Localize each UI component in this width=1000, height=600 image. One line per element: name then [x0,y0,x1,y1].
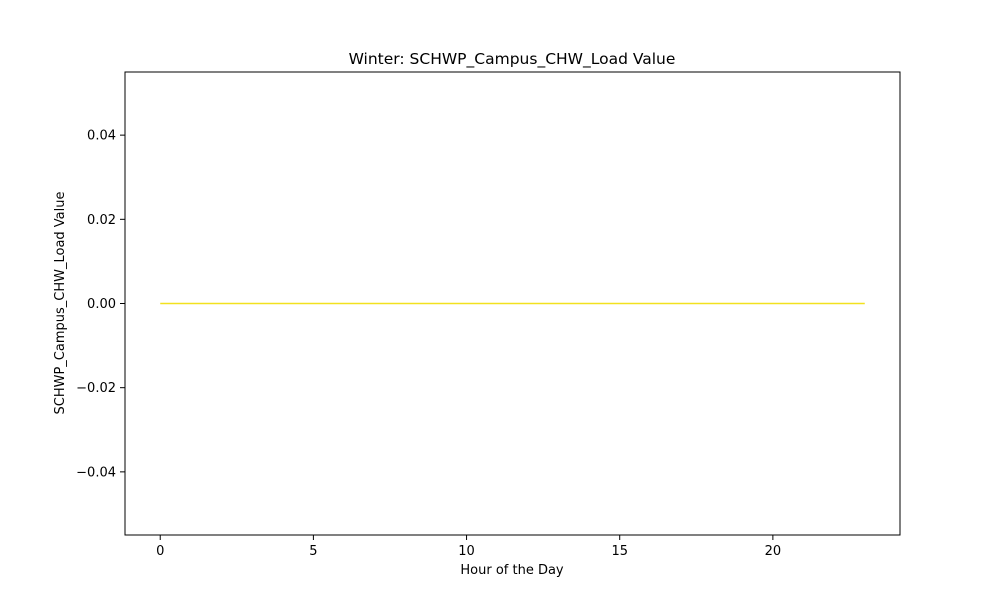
x-tick-label: 5 [309,544,317,559]
y-tick-label: 0.02 [87,213,116,228]
y-tick-label: −0.04 [76,465,116,480]
plot-frame [124,71,901,536]
y-axis-ticks: −0.04 −0.02 0.00 0.02 0.04 [76,129,125,480]
x-tick-label: 0 [156,544,164,559]
x-tick-label: 15 [611,544,628,559]
chart-title: Winter: SCHWP_Campus_CHW_Load Value [349,50,676,69]
y-axis-label: SCHWP_Campus_CHW_Load Value [53,192,68,415]
y-tick-label: −0.02 [76,381,116,396]
x-tick-label: 10 [458,544,475,559]
x-axis-ticks: 0 5 10 15 20 [156,535,781,559]
y-tick-label: 0.00 [87,297,116,312]
y-tick-label: 0.04 [87,129,116,144]
x-tick-label: 20 [765,544,782,559]
x-axis-label: Hour of the Day [460,563,564,578]
